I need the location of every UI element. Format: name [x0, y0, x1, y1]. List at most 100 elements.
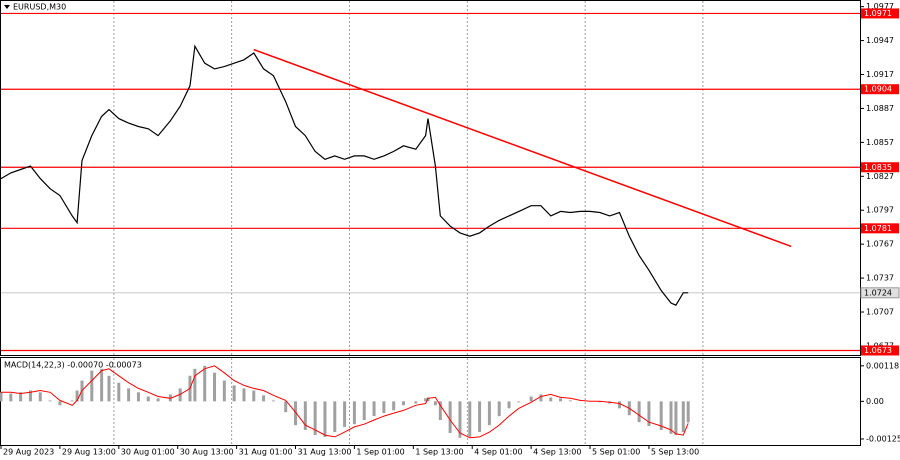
x-tick-label: 1 Sep 01:00 [356, 448, 404, 457]
macd-bar [414, 401, 418, 404]
macd-bar [372, 401, 376, 417]
macd-bar [9, 393, 13, 402]
price-line [0, 44, 689, 306]
y-tick-label: 1.0737 [866, 274, 894, 283]
macd-bar [637, 401, 641, 423]
macd-bar [487, 401, 491, 426]
macd-bar [28, 390, 32, 402]
signal-line [1, 365, 689, 439]
level-label: 1.0673 [864, 346, 892, 355]
macd-bar [222, 380, 226, 402]
macd-bar [117, 382, 121, 402]
macd-bar [433, 401, 437, 406]
level-label: 1.0835 [864, 163, 892, 172]
macd-bar [127, 388, 131, 402]
macd-bar [38, 392, 42, 402]
macd-panel [0, 357, 861, 446]
y-tick-label: 1.0707 [866, 308, 894, 317]
level-label: 1.0904 [864, 85, 892, 94]
macd-bar [313, 401, 317, 436]
x-tick-label: 31 Aug 01:00 [239, 448, 293, 457]
y-tick-label: 1.0917 [866, 70, 894, 79]
macd-bar [323, 401, 327, 437]
macd-bar [242, 388, 246, 402]
macd-bar [517, 401, 521, 403]
y-tick-label: 1.0947 [866, 36, 894, 45]
macd-bar [659, 401, 663, 430]
macd-bar [674, 401, 678, 436]
macd-bar [468, 401, 472, 437]
x-tick-label: 5 Sep 13:00 [651, 448, 699, 457]
symbol-title: EURUSD,M30 [13, 3, 66, 12]
macd-title: MACD(14,22,3) -0.00070 -0.00073 [4, 361, 142, 370]
macd-bar [424, 398, 428, 402]
macd-bar [497, 401, 501, 417]
macd-bar [203, 365, 207, 402]
macd-bar [107, 375, 111, 402]
macd-bar [669, 401, 673, 434]
macd-bar [529, 396, 533, 402]
macd-bar [681, 401, 685, 433]
macd-bar [19, 392, 23, 402]
level-label: 1.0781 [864, 224, 892, 233]
y-tick-label: 0.00118 [866, 361, 899, 370]
macd-bar [100, 368, 104, 402]
y-tick-label: 1.0857 [866, 138, 894, 147]
macd-bar [617, 401, 621, 409]
macd-bar [438, 401, 442, 421]
x-tick-label: 1 Sep 13:00 [415, 448, 463, 457]
level-label-box [861, 8, 899, 19]
macd-bar [559, 398, 563, 402]
x-tick-label: 29 Aug 2023 [3, 448, 54, 457]
macd-bar [271, 400, 275, 402]
x-tick-label: 29 Aug 13:00 [62, 448, 116, 457]
y-tick-label: 1.0767 [866, 240, 894, 249]
macd-bar [213, 372, 217, 402]
x-tick-label: 4 Sep 13:00 [533, 448, 581, 457]
level-label-box [861, 223, 899, 234]
macd-bar [294, 401, 298, 426]
level-label-box [861, 84, 899, 95]
macd-bar [478, 401, 482, 433]
macd-bar [75, 390, 79, 402]
trend-line [253, 48, 792, 248]
macd-bar [402, 401, 406, 406]
macd-bar [343, 401, 347, 427]
macd-bar [392, 401, 396, 411]
macd-bar [252, 390, 256, 402]
x-tick-label: 4 Sep 01:00 [474, 448, 522, 457]
macd-bar [232, 385, 236, 402]
macd-bar [0, 392, 3, 402]
y-tick-label: 0.00 [866, 397, 884, 406]
macd-bar [193, 368, 197, 402]
y-tick-label: -0.00125 [866, 434, 900, 443]
macd-bar [58, 401, 62, 406]
menu-arrow [4, 5, 10, 9]
macd-bar [352, 401, 356, 425]
x-tick-label: 30 Aug 13:00 [180, 448, 234, 457]
x-tick-label: 31 Aug 13:00 [298, 448, 352, 457]
macd-bar [647, 401, 651, 427]
y-tick-label: 1.0977 [866, 2, 894, 11]
macd-bar [70, 400, 74, 402]
macd-bar [448, 401, 452, 433]
y-tick-label: 1.0797 [866, 206, 894, 215]
macd-bar [507, 401, 511, 409]
macd-bar [362, 401, 366, 421]
macd-bar [284, 401, 288, 413]
macd-bar [90, 370, 94, 402]
current-price-label: 1.0724 [864, 288, 892, 297]
macd-bar [333, 401, 337, 433]
macd-bar [48, 400, 52, 402]
x-tick-label: 30 Aug 01:00 [121, 448, 175, 457]
level-label: 1.0971 [864, 9, 892, 18]
level-label-box [861, 162, 899, 173]
macd-bar [686, 401, 690, 423]
y-tick-label: 1.0827 [866, 172, 894, 181]
macd-bar [146, 396, 150, 402]
price-panel [0, 0, 861, 356]
y-tick-label: 1.0887 [866, 104, 894, 113]
macd-bar [539, 394, 543, 402]
macd-bar [382, 401, 386, 414]
